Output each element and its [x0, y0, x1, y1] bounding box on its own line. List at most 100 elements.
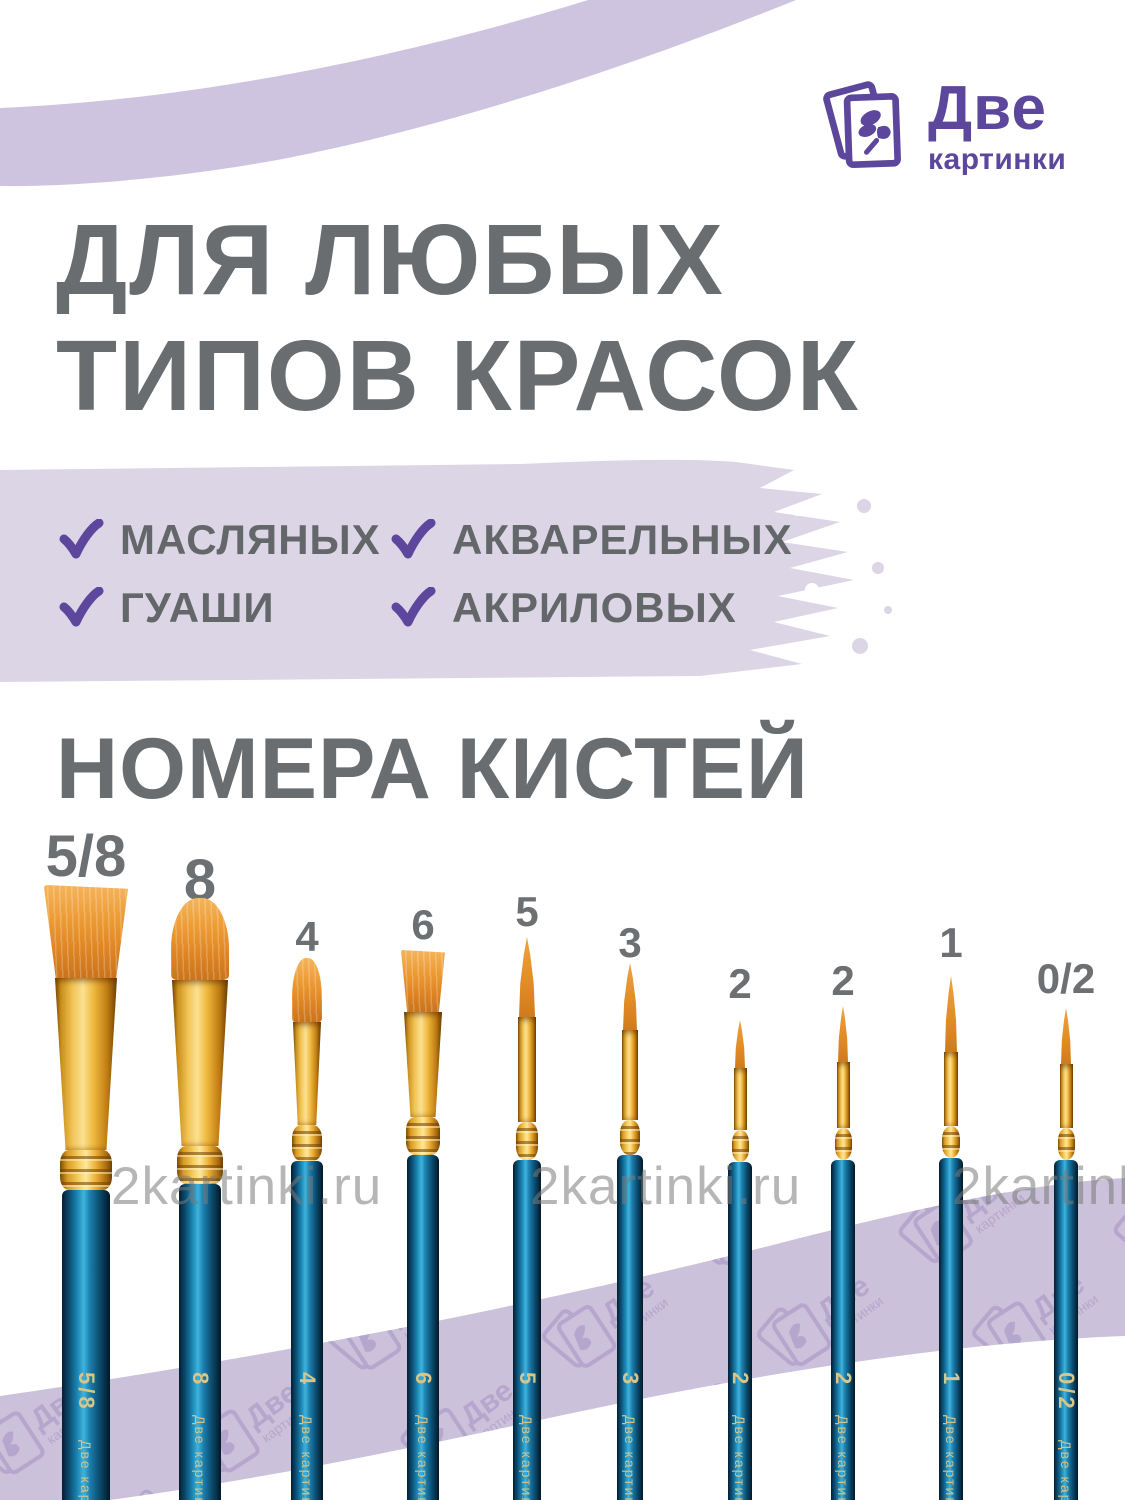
handle-imprint: 6 Две картинки [410, 1372, 436, 1500]
brush-size-label: 4 [295, 913, 319, 960]
headline-line1: ДЛЯ ЛЮБЫХ [56, 204, 725, 316]
brush-4: 4 4 Две картинки [237, 0, 377, 1500]
brush-ferrule-crimp [177, 1146, 223, 1184]
brush-size-label: 5 [515, 888, 539, 935]
brush-2: 2 2 Две картинки [773, 0, 913, 1500]
brush-bristles [519, 937, 535, 1017]
handle-imprint: 0/2 Две картинки [1054, 1372, 1078, 1500]
handle-imprint: 8 Две картинки [187, 1372, 213, 1500]
brush-size-label: 5/8 [45, 824, 127, 889]
feature-watercolor-paints: АКВАРЕЛЬНЫХ [390, 516, 793, 564]
handle-imprint-brand: Две картинки [415, 1415, 431, 1500]
brush-ferrule-crimp [406, 1117, 440, 1155]
handle-imprint-brand: Две картинки [1058, 1439, 1074, 1500]
brush-bristles [44, 885, 128, 978]
brush-5-8: 5/8 5/8 Две картинки [16, 0, 156, 1500]
brush-size-label: 0/2 [1036, 955, 1096, 1002]
feature-acrylic-paints: АКРИЛОВЫХ [390, 584, 737, 632]
handle-imprint-size: 2 [728, 1372, 752, 1388]
brush-ferrule [944, 1052, 958, 1126]
site-watermark-text: 2kartinki.ru [952, 1157, 1125, 1216]
brand-logo: Две картинки [818, 72, 1066, 177]
feature-label: АКРИЛОВЫХ [452, 584, 737, 631]
handle-imprint-brand: Две картинки [299, 1415, 315, 1500]
brush-6: 6 6 Две картинки [353, 0, 493, 1500]
brush-handle: 5 Две картинки [513, 1160, 541, 1500]
brush-ferrule [622, 1030, 638, 1120]
brush-ferrule [518, 1017, 536, 1122]
brush-handle: 1 Две картинки [939, 1158, 963, 1500]
brush-ferrule-crimp [834, 1128, 852, 1160]
top-swoosh-decoration [0, 0, 796, 187]
checkmark-icon [59, 519, 104, 559]
handle-imprint-brand: Две картинки [192, 1415, 208, 1500]
brush-5: 5 5 Две картинки [457, 0, 597, 1500]
brand-wordmark: Две картинки [928, 72, 1066, 177]
brush-bristles [623, 963, 637, 1030]
brush-2: 2 2 Две картинки [670, 0, 810, 1500]
handle-imprint-size: 0/2 [1054, 1372, 1078, 1412]
handle-imprint: 1 Две картинки [939, 1372, 963, 1500]
paint-stroke-band [0, 459, 892, 682]
brush-handle: 5/8 Две картинки [62, 1190, 110, 1500]
handle-imprint: 2 Две картинки [831, 1372, 855, 1500]
brush-handle: 2 Две картинки [831, 1160, 855, 1500]
handle-imprint-size: 4 [295, 1372, 320, 1388]
brush-3: 3 3 Две картинки [560, 0, 700, 1500]
brush-bristles [401, 950, 445, 1012]
handle-imprint-size: 3 [618, 1372, 643, 1388]
brush-ferrule-crimp [292, 1125, 322, 1161]
brush-ferrule [172, 980, 228, 1146]
brush-ferrule [293, 1022, 321, 1125]
brush-size-label: 2 [728, 960, 752, 1007]
handle-imprint-size: 6 [411, 1372, 436, 1388]
brush-handle: 6 Две картинки [407, 1155, 439, 1500]
checkmark-icon [391, 519, 436, 559]
brush-bristles [945, 976, 957, 1052]
handle-imprint: 5 Две картинки [514, 1372, 540, 1500]
checkmark-icon [59, 587, 104, 627]
handle-imprint-brand: Две картинки [943, 1415, 959, 1500]
brush-ferrule [1059, 1064, 1073, 1128]
handle-imprint-brand: Две картинки [622, 1415, 638, 1500]
headline-line2: ТИПОВ КРАСОК [56, 320, 860, 432]
handle-imprint: 3 Две картинки [617, 1372, 643, 1500]
handle-imprint-size: 5 [515, 1372, 540, 1388]
brush-ferrule-crimp [620, 1120, 640, 1155]
handle-imprint-brand: Две картинки [78, 1439, 94, 1500]
brush-handle: 3 Две картинки [617, 1155, 643, 1500]
site-watermark-text: 2kartinki.ru [530, 1157, 802, 1216]
brush-handle: 4 Две картинки [291, 1161, 323, 1500]
brush-bristles [1061, 1008, 1071, 1064]
feature-label: АКВАРЕЛЬНЫХ [452, 516, 793, 563]
handle-imprint-brand: Две картинки [835, 1415, 851, 1500]
handle-imprint-brand: Две картинки [732, 1415, 748, 1500]
brush-ferrule-crimp [516, 1122, 538, 1160]
brush-handle: 8 Две картинки [179, 1184, 221, 1500]
brush-size-label: 6 [411, 901, 435, 948]
handle-imprint-size: 8 [188, 1372, 213, 1388]
brush-bristles [171, 898, 229, 980]
brand-name: Две [928, 74, 1047, 143]
brush-handle: 2 Две картинки [728, 1162, 752, 1500]
section-title-brush-numbers: НОМЕРА КИСТЕЙ [56, 721, 809, 817]
brush-bristles [735, 1020, 745, 1068]
handle-imprint: 4 Две картинки [294, 1372, 320, 1500]
feature-gouache-paints: ГУАШИ [58, 584, 275, 632]
brush-bristles [838, 1006, 848, 1062]
brush-ferrule [55, 978, 117, 1150]
site-watermark-text: 2kartinki.ru [111, 1157, 383, 1216]
handle-imprint-size: 2 [831, 1372, 855, 1388]
handle-imprint-size: 5/8 [74, 1372, 99, 1412]
brush-ferrule [733, 1068, 747, 1130]
handle-imprint-brand: Две картинки [519, 1415, 535, 1500]
brush-size-label: 1 [939, 919, 963, 966]
brush-bristles [292, 958, 322, 1022]
brush-1: 1 1 Две картинки [881, 0, 1021, 1500]
brush-ferrule [836, 1062, 850, 1128]
handle-imprint: 5/8 Две картинки [73, 1372, 99, 1500]
brush-ferrule-crimp [942, 1126, 960, 1158]
brush-handle: 0/2 Две картинки [1054, 1160, 1078, 1500]
two-pictures-logo-icon [823, 81, 901, 169]
